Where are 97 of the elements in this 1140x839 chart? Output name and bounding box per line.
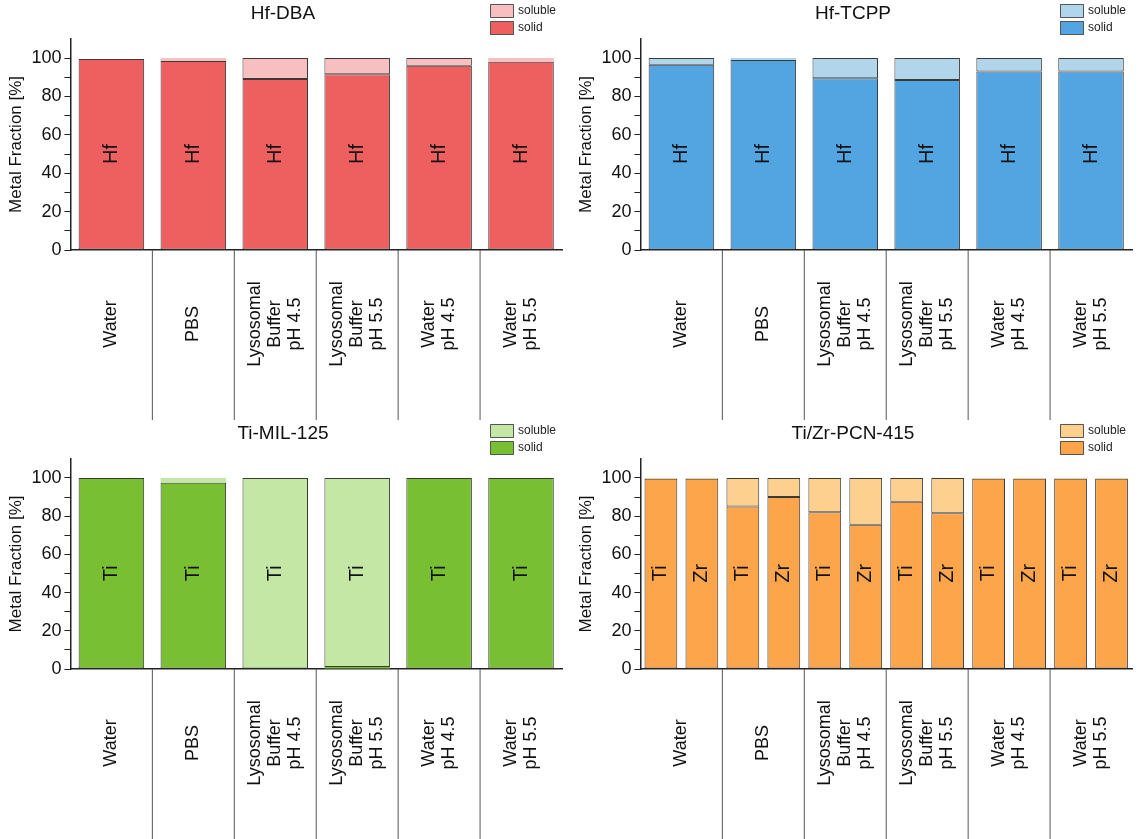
legend-label: soluble [518, 423, 557, 438]
y-axis-title: Metal Fraction [%] [5, 75, 25, 213]
y-tick-label: 80 [41, 505, 62, 526]
x-tick-label: Hf [180, 143, 203, 164]
text: Water [100, 300, 121, 348]
y-tick-label: 40 [611, 162, 632, 183]
legend-label: solid [518, 440, 543, 455]
text: Water pH 5.5 [1070, 716, 1110, 770]
y-tick-label: 0 [51, 238, 62, 259]
x-tick-label: Ti [1058, 565, 1081, 582]
y-tick-label: 20 [611, 200, 632, 221]
text: Water [100, 719, 121, 767]
bar [160, 58, 227, 61]
x-tick-label: Ti [648, 565, 671, 582]
y-tick-label: 100 [31, 46, 62, 67]
x-tick-label: Ti [508, 565, 531, 582]
y-tick-label: 100 [31, 466, 62, 487]
legend-label: solid [518, 20, 543, 35]
text: Water pH 5.5 [1070, 297, 1110, 351]
y-axis-title: Metal Fraction [%] [575, 495, 595, 633]
x-tick-label: Ti [812, 565, 835, 582]
x-tick-label: Ti [262, 565, 285, 582]
chart-title: Ti/Zr-PCN-415 [791, 421, 915, 443]
y-tick-label: 80 [41, 85, 62, 106]
chart-title: Hf-TCPP [815, 1, 891, 23]
x-tick-label: Hf [996, 143, 1019, 164]
x-tick-label: Ti [180, 565, 203, 582]
x-tick-label: Ti [894, 565, 917, 582]
y-tick-label: 60 [611, 543, 632, 564]
legend-label: solid [1088, 440, 1113, 455]
text: Lysosomal Buffer pH 5.5 [326, 281, 387, 367]
x-tick-label: Ti [426, 565, 449, 582]
x-tick-label: Hf [98, 143, 121, 164]
text: PBS [752, 724, 773, 762]
text: Lysosomal Buffer pH 4.5 [244, 700, 305, 786]
x-tick-label: Hf [344, 143, 367, 164]
text: Lysosomal Buffer pH 4.5 [814, 281, 875, 367]
text: PBS [752, 305, 773, 343]
text: PBS [182, 724, 203, 762]
x-tick-label: Zr [1017, 563, 1040, 583]
chart-title: Hf-DBA [250, 1, 316, 23]
y-tick-label: 40 [41, 581, 62, 602]
text: Lysosomal Buffer pH 4.5 [244, 281, 305, 367]
y-tick-label: 0 [51, 657, 62, 678]
y-axis-title: Metal Fraction [%] [5, 495, 25, 633]
x-tick-label: Hf [668, 143, 691, 164]
y-tick-label: 40 [611, 581, 632, 602]
text: Water pH 5.5 [500, 716, 540, 770]
x-tick-label: Hf [750, 143, 773, 164]
y-tick-label: 20 [41, 200, 62, 221]
text: Water pH 5.5 [500, 297, 540, 351]
y-tick-label: 60 [41, 123, 62, 144]
y-tick-label: 80 [611, 85, 632, 106]
legend-label: soluble [1088, 423, 1127, 438]
y-tick-label: 40 [41, 162, 62, 183]
x-tick-label: Hf [914, 143, 937, 164]
x-tick-label: Hf [262, 143, 285, 164]
text: Lysosomal Buffer pH 5.5 [326, 700, 387, 786]
y-tick-label: 60 [41, 543, 62, 564]
x-tick-label: Zr [853, 563, 876, 583]
text: PBS [182, 305, 203, 343]
x-tick-label: Ti [730, 565, 753, 582]
x-tick-label: Zr [1099, 563, 1122, 583]
x-tick-label: Hf [426, 143, 449, 164]
y-tick-label: 20 [41, 619, 62, 640]
y-tick-label: 100 [601, 46, 632, 67]
text: Water [670, 300, 691, 348]
text: Water [670, 719, 691, 767]
bar [488, 58, 554, 62]
text: Water pH 4.5 [988, 716, 1029, 770]
x-tick-label: Zr [935, 563, 958, 583]
y-tick-label: 80 [611, 505, 632, 526]
bar [160, 477, 227, 483]
y-tick-label: 100 [601, 466, 632, 487]
legend-label: solid [1088, 20, 1113, 35]
chart-title: Ti-MIL-125 [237, 421, 329, 443]
x-tick-label: Ti [98, 565, 121, 582]
text: Water pH 4.5 [418, 297, 459, 351]
y-tick-label: 0 [621, 238, 632, 259]
legend-label: soluble [518, 3, 557, 18]
x-tick-label: Hf [832, 143, 855, 164]
x-tick-label: Ti [976, 565, 999, 582]
text: Water pH 4.5 [988, 297, 1029, 351]
y-tick-label: 20 [611, 619, 632, 640]
text: Lysosomal Buffer pH 5.5 [896, 281, 957, 367]
text: Lysosomal Buffer pH 4.5 [814, 700, 875, 786]
x-tick-label: Ti [344, 565, 367, 582]
legend-label: soluble [1088, 3, 1127, 18]
x-tick-label: Hf [1078, 143, 1101, 164]
y-axis-title: Metal Fraction [%] [575, 75, 595, 213]
y-tick-label: 0 [621, 657, 632, 678]
x-tick-label: Zr [771, 563, 794, 583]
text: Lysosomal Buffer pH 5.5 [896, 700, 957, 786]
x-tick-label: Zr [689, 563, 712, 583]
x-tick-label: Hf [508, 143, 531, 164]
y-tick-label: 60 [611, 123, 632, 144]
text: Water pH 4.5 [418, 716, 459, 770]
